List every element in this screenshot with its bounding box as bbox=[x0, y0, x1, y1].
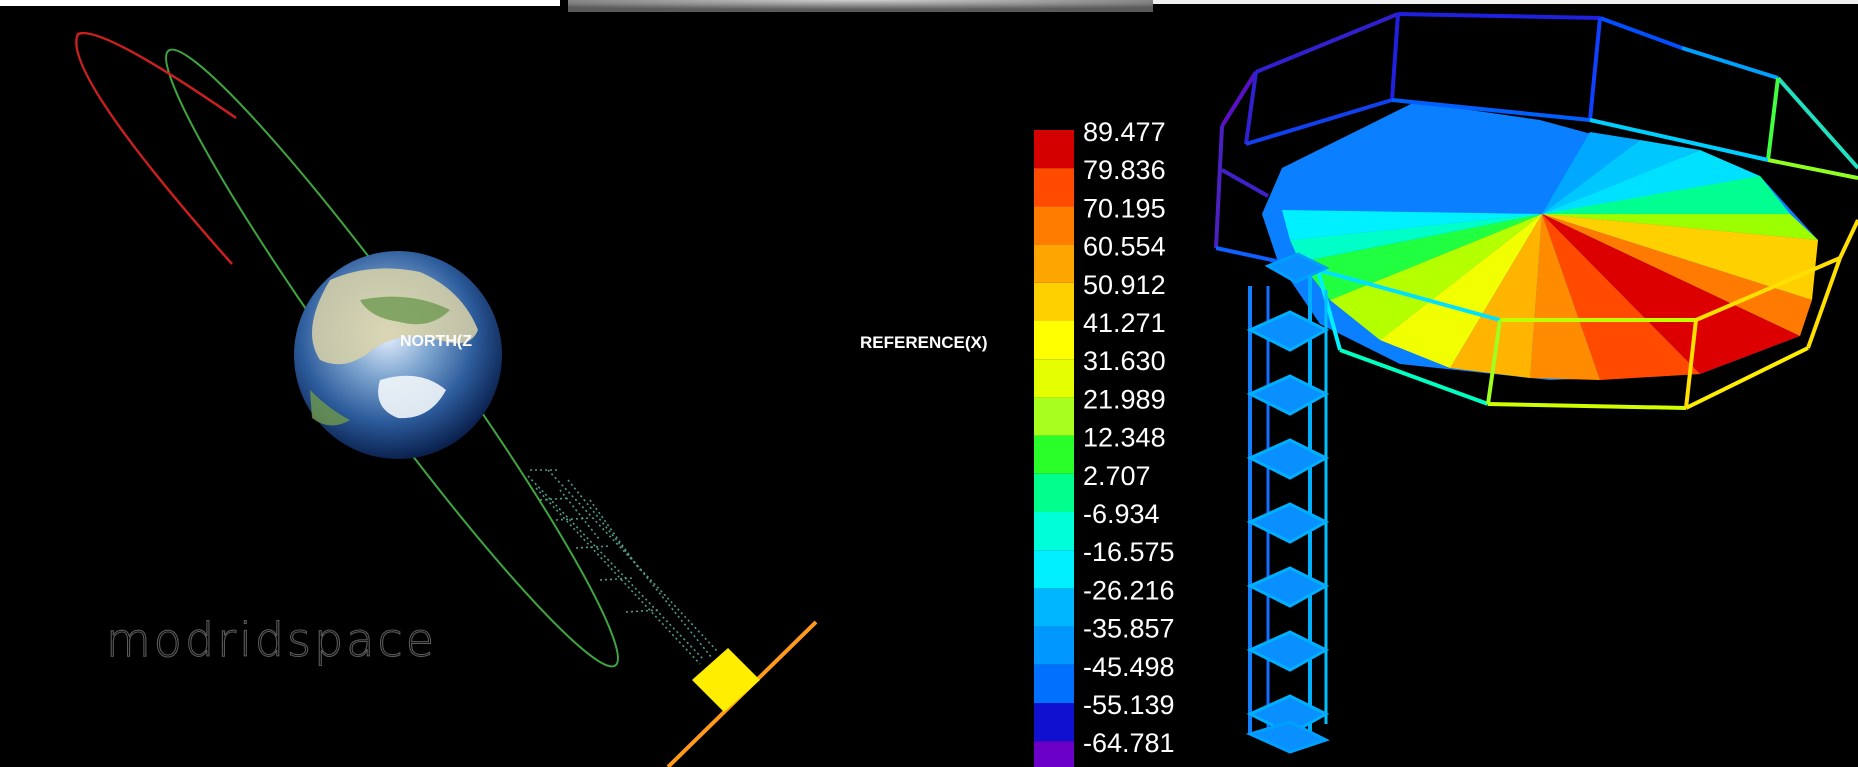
legend-value-label: -6.934 bbox=[1083, 499, 1160, 529]
legend-swatch bbox=[1034, 703, 1074, 742]
tower-level bbox=[1246, 374, 1330, 416]
legend-value-label: -45.498 bbox=[1083, 652, 1175, 682]
color-legend: REFERENCE(X) 89.477 79.836 70.195 60.554 50.… bbox=[860, 117, 1175, 767]
legend-swatch bbox=[1034, 550, 1074, 589]
legend-value-label: -16.575 bbox=[1083, 537, 1175, 567]
tower-level bbox=[1246, 502, 1330, 544]
legend-value-label: -55.139 bbox=[1083, 690, 1175, 720]
legend-swatch bbox=[1034, 588, 1074, 627]
legend-swatch bbox=[1034, 359, 1074, 398]
legend-swatch bbox=[1034, 282, 1074, 321]
tower-level bbox=[1246, 566, 1330, 608]
tower-column bbox=[1245, 252, 1330, 754]
sensor-beam bbox=[527, 469, 719, 665]
legend-value-label: 31.630 bbox=[1083, 346, 1166, 376]
legend-swatch bbox=[1034, 130, 1074, 169]
legend-value-label: 21.989 bbox=[1083, 384, 1166, 414]
legend-swatch bbox=[1034, 473, 1074, 512]
legend-labels: 89.477 79.836 70.195 60.554 50.912 41.271 31.6… bbox=[1083, 117, 1175, 758]
legend-value-label: -64.781 bbox=[1083, 728, 1175, 758]
legend-value-label: 50.912 bbox=[1083, 270, 1166, 300]
earth-globe: NORTH(Z bbox=[294, 251, 502, 459]
top-strip-right bbox=[1153, 0, 1858, 4]
orbit-apogee-arc bbox=[75, 31, 237, 265]
legend-swatch bbox=[1034, 321, 1074, 360]
orbit-panel: NORTH(Z modridspace bbox=[75, 31, 818, 767]
legend-value-label: 70.195 bbox=[1083, 193, 1166, 223]
legend-swatch bbox=[1034, 664, 1074, 703]
satellite-body bbox=[692, 648, 760, 712]
watermark: modridspace bbox=[106, 613, 437, 667]
legend-value-label: 2.707 bbox=[1083, 461, 1151, 491]
tower-level bbox=[1246, 438, 1330, 480]
legend-value-label: 79.836 bbox=[1083, 155, 1166, 185]
legend-swatch bbox=[1034, 168, 1074, 207]
earth-north-label: NORTH(Z bbox=[400, 333, 472, 350]
legend-value-label: 12.348 bbox=[1083, 423, 1166, 453]
top-photo-strip bbox=[568, 0, 1153, 12]
legend-swatch bbox=[1034, 626, 1074, 665]
legend-swatch bbox=[1034, 206, 1074, 245]
legend-swatch bbox=[1034, 512, 1074, 551]
satellite bbox=[666, 620, 818, 767]
legend-value-label: 60.554 bbox=[1083, 232, 1166, 262]
tower-level bbox=[1246, 310, 1330, 352]
upper-frame bbox=[1214, 12, 1858, 410]
legend-swatch bbox=[1034, 244, 1074, 283]
legend-value-label: -26.216 bbox=[1083, 575, 1175, 605]
top-strip-left bbox=[0, 0, 560, 6]
legend-value-label: -35.857 bbox=[1083, 614, 1175, 644]
legend-axis-label: REFERENCE(X) bbox=[860, 333, 988, 352]
legend-swatch bbox=[1034, 435, 1074, 474]
disk-sectors bbox=[1282, 132, 1818, 380]
legend-swatch bbox=[1034, 397, 1074, 436]
structure-3d bbox=[1214, 12, 1858, 754]
tower-level bbox=[1246, 630, 1330, 672]
legend-swatches bbox=[1034, 130, 1074, 767]
legend-value-label: 41.271 bbox=[1083, 308, 1166, 338]
legend-value-label: 89.477 bbox=[1083, 117, 1166, 147]
legend-swatch bbox=[1034, 741, 1074, 767]
tower-rings bbox=[1246, 310, 1330, 736]
